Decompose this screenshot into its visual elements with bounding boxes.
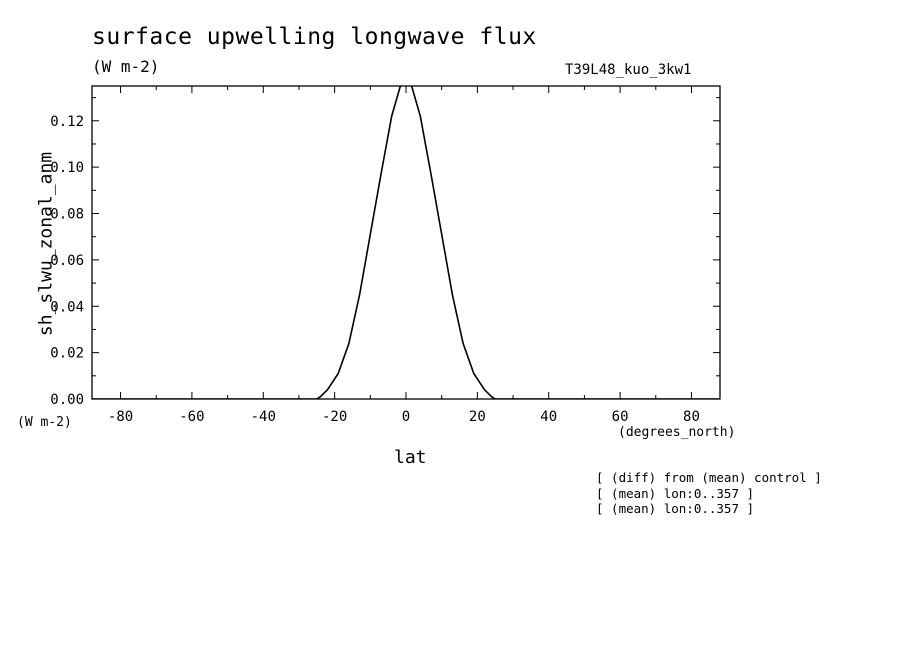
x-tick-label: -80: [108, 409, 133, 425]
y-tick-label: 0.10: [50, 160, 84, 176]
x-tick-label: -60: [179, 409, 204, 425]
x-tick-label: 0: [402, 409, 410, 425]
y-tick-label: 0.12: [50, 114, 84, 130]
y-tick-label: 0.00: [50, 392, 84, 408]
x-tick-label: 80: [683, 409, 700, 425]
x-tick-label: -20: [322, 409, 347, 425]
x-tick-label: -40: [251, 409, 276, 425]
x-tick-label: 40: [540, 409, 557, 425]
plot-frame: [91, 85, 721, 400]
y-tick-label: 0.04: [50, 299, 84, 315]
chart-title: surface upwelling longwave flux: [92, 24, 537, 50]
x-tick-label: 20: [469, 409, 486, 425]
series-line: [92, 86, 720, 399]
x-axis-units: (degrees_north): [618, 425, 736, 440]
note-line: [ (mean) lon:0..357 ]: [596, 485, 755, 501]
x-tick-label: 60: [612, 409, 629, 425]
run-label: T39L48_kuo_3kw1: [565, 62, 692, 78]
y-tick-label: 0.06: [50, 253, 84, 269]
title-units: (W m-2): [92, 57, 160, 76]
y-tick-label: 0.08: [50, 207, 84, 223]
y-tick-label: 0.02: [50, 346, 84, 362]
y-axis-units: (W m-2): [17, 415, 72, 430]
annotation-notes: [ (diff) from (mean) control ] [ (mean) …: [596, 470, 822, 517]
note-line: [ (diff) from (mean) control ]: [596, 470, 822, 485]
note-line: [ (mean) lon:0..357 ]: [596, 501, 755, 516]
x-axis-label: lat: [394, 447, 427, 468]
